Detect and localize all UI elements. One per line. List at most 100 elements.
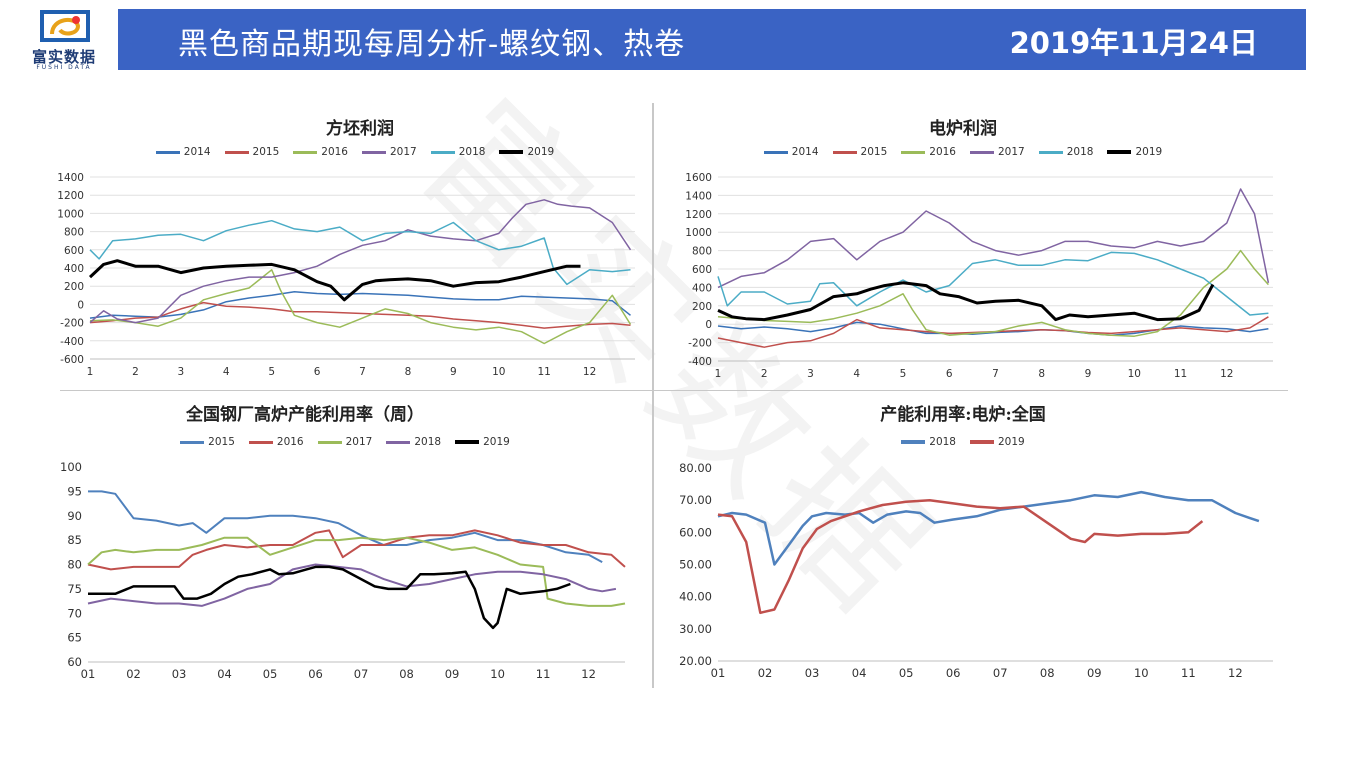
legend-swatch (317, 440, 342, 444)
x-tick-label: 5 (268, 366, 275, 378)
x-tick-label: 12 (1220, 368, 1233, 380)
legend-label: 2018 (414, 436, 442, 448)
legend-label: 2015 (208, 436, 235, 448)
series-line-2018 (87, 563, 617, 607)
y-tick-label: 80 (67, 558, 82, 572)
legend-item: 2017 (317, 436, 373, 448)
y-tick-label: 1400 (685, 190, 712, 202)
y-tick-label: 20.00 (679, 654, 712, 668)
x-tick-label: 9 (450, 366, 457, 378)
series-line-2018 (717, 490, 1260, 566)
x-tick-label: 2 (761, 368, 768, 380)
x-tick-label: 7 (359, 366, 366, 378)
series-line-2014 (717, 321, 1269, 336)
y-tick-label: 60 (67, 655, 82, 669)
legend-label: 2017 (345, 436, 373, 448)
legend-label: 2019 (998, 436, 1025, 448)
legend-swatch (248, 440, 273, 444)
x-tick-label: 3 (807, 368, 814, 380)
logo-subtext: FUSHI DATA (36, 64, 92, 71)
legend-label: 2016 (276, 436, 304, 448)
x-tick-label: 10 (1128, 368, 1141, 380)
legend-item: 2016 (293, 146, 348, 158)
x-tick-label: 11 (536, 667, 551, 681)
legend-item: 2017 (362, 146, 417, 158)
legend-label: 2018 (1066, 146, 1094, 158)
y-tick-label: 40.00 (679, 590, 712, 604)
legend-item: 2015 (832, 146, 888, 158)
y-tick-label: 1000 (57, 208, 84, 220)
series-line-2016 (717, 249, 1269, 337)
y-tick-label: 50.00 (679, 558, 712, 572)
series-line-2015 (88, 490, 603, 563)
chart-legend: 2014 2015 2016 2017 2018 2019 (648, 146, 1278, 158)
legend-swatch (155, 150, 180, 154)
legend-item: 2015 (224, 146, 279, 158)
y-tick-label: -400 (688, 356, 712, 368)
y-tick-label: 1200 (685, 209, 712, 221)
chart-title: 电炉利润 (929, 119, 997, 139)
x-tick-label: 12 (1228, 666, 1243, 680)
y-tick-label: 200 (692, 301, 712, 313)
y-tick-label: 95 (67, 484, 82, 498)
y-tick-label: 1400 (57, 172, 84, 184)
x-tick-label: 07 (993, 666, 1008, 680)
x-tick-label: 02 (758, 666, 773, 680)
chart-plot: 20.00 30.00 40.00 50.00 60.00 70.00 80.00 01 02 0… (679, 461, 1273, 680)
x-tick-label: 11 (1174, 368, 1187, 380)
legend-swatch (1107, 150, 1132, 154)
x-tick-label: 01 (711, 666, 726, 680)
legend-label: 2017 (998, 146, 1025, 158)
y-tick-label: 1600 (685, 172, 712, 184)
chart-title: 全国钢厂高炉产能利用率（周） (186, 405, 424, 425)
series-line-2016 (89, 269, 632, 345)
legend-label: 2014 (183, 146, 211, 158)
x-tick-label: 7 (992, 368, 999, 380)
chart-legend: 2018 2019 (648, 436, 1278, 448)
x-tick-label: 12 (583, 366, 596, 378)
x-tick-label: 6 (946, 368, 953, 380)
legend-label: 2015 (860, 146, 888, 158)
x-tick-label: 11 (1181, 666, 1196, 680)
legend-swatch (970, 440, 994, 444)
legend-swatch (180, 440, 205, 444)
x-tick-label: 06 (946, 666, 961, 680)
x-tick-label: 10 (490, 667, 505, 681)
logo: 富实数据 FUSHI DATA (14, 8, 114, 71)
y-tick-label: 80.00 (679, 461, 712, 475)
x-tick-label: 3 (177, 366, 184, 378)
series-line-2019 (88, 259, 581, 302)
x-tick-label: 6 (314, 366, 321, 378)
legend-item: 2018 (901, 436, 956, 448)
legend-label: 2019 (1135, 146, 1163, 158)
legend-swatch (362, 150, 386, 154)
legend-item: 2019 (455, 436, 510, 448)
chart-legend: 2014 2015 2016 2017 2018 2019 (40, 146, 670, 158)
legend-label: 2018 (458, 146, 486, 158)
y-tick-label: -200 (60, 318, 84, 330)
y-tick-label: 30.00 (679, 622, 712, 636)
series-line-2019 (717, 281, 1215, 322)
x-tick-label: 05 (263, 667, 278, 681)
legend-item: 2014 (155, 146, 211, 158)
x-tick-label: 03 (172, 667, 187, 681)
x-tick-label: 07 (354, 667, 369, 681)
x-tick-label: 5 (900, 368, 907, 380)
y-tick-label: 70.00 (679, 493, 712, 507)
x-tick-label: 09 (445, 667, 460, 681)
chart-eaf-profit: 电炉利润 2014 2015 2016 2017 2018 2019 -400 -200 0 2… (658, 108, 1288, 388)
chart-blast-furnace-utilization: 全国钢厂高炉产能利用率（周） 2015 2016 2017 2018 2019 60 65… (20, 398, 650, 693)
y-tick-label: 65 (67, 631, 82, 645)
legend-swatch (224, 150, 249, 154)
x-tick-label: 08 (1040, 666, 1055, 680)
x-tick-label: 05 (899, 666, 914, 680)
legend-item: 2016 (901, 146, 956, 158)
legend-label: 2018 (929, 436, 956, 448)
y-tick-label: 400 (64, 263, 84, 275)
x-tick-label: 8 (1038, 368, 1045, 380)
legend-item: 2017 (970, 146, 1025, 158)
x-tick-label: 1 (87, 366, 94, 378)
series-line-2019 (88, 565, 571, 630)
